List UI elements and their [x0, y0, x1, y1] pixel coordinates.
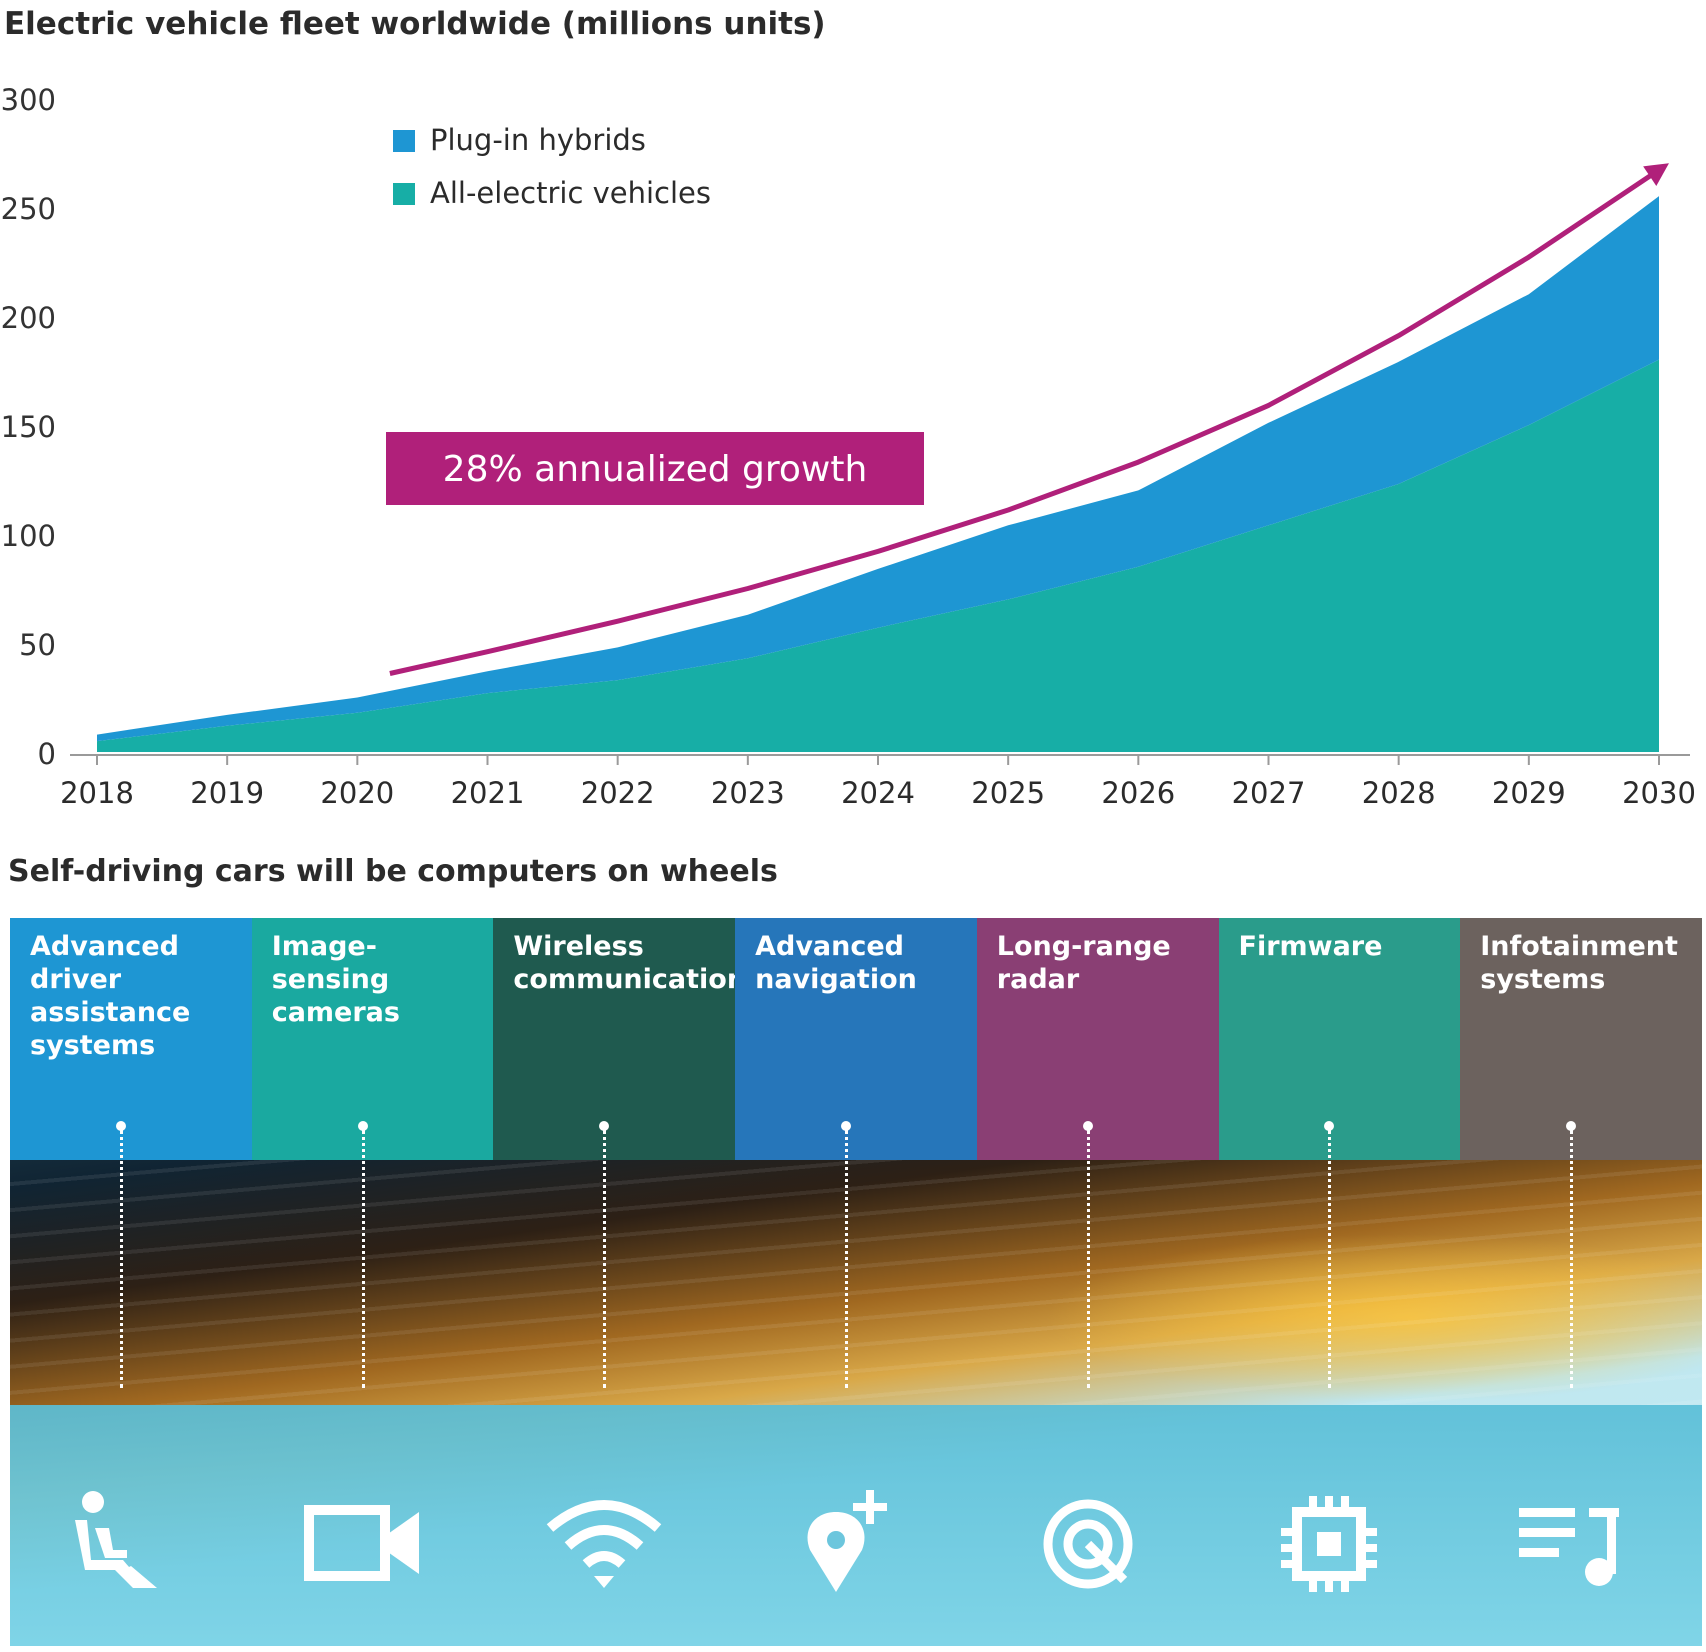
video-camera-icon — [303, 1488, 423, 1598]
connector-line — [119, 1130, 123, 1388]
connector-dot — [840, 1121, 851, 1131]
feature-column-label: Infotainment systems — [1480, 931, 1678, 995]
feature-column-wireless-communication: Wireless communication — [493, 918, 747, 1160]
feature-column-label: Wireless communication — [513, 931, 747, 995]
feature-column-label: Advanced navigation — [755, 931, 917, 995]
map-pin-plus-icon — [786, 1488, 906, 1598]
section-title: Self-driving cars will be computers on w… — [8, 854, 778, 889]
y-tick-label: 250 — [1, 192, 56, 226]
growth-callout: 28% annualized growth — [386, 432, 924, 505]
music-playlist-icon — [1511, 1488, 1631, 1598]
connector-line — [1570, 1130, 1574, 1388]
x-tick-label: 2019 — [190, 776, 264, 810]
x-axis: 2018 2019 2020 2021 2022 2023 2024 2025 2026 2027… — [60, 754, 1696, 810]
y-tick-label: 200 — [1, 301, 56, 335]
connector-line — [1328, 1130, 1332, 1388]
feature-column-label: Image-sensing cameras — [271, 931, 400, 1028]
feature-column-long-range-radar: Long-range radar — [976, 918, 1220, 1160]
trend-line — [389, 167, 1661, 676]
x-tick-label: 2027 — [1232, 776, 1306, 810]
driver-seat-icon — [61, 1488, 181, 1598]
y-tick-label: 50 — [19, 628, 56, 662]
x-tick-label: 2026 — [1101, 776, 1175, 810]
x-tick-label: 2022 — [581, 776, 655, 810]
area-all-electric-vehicles — [97, 359, 1659, 752]
legend-swatch — [393, 130, 415, 152]
legend: Plug-in hybrids All-electric vehicles — [393, 123, 711, 210]
chart-title: Electric vehicle fleet worldwide (millio… — [4, 6, 826, 42]
chip-icon — [1269, 1488, 1389, 1598]
y-tick-label: 0 — [38, 737, 56, 771]
area-plug-in-hybrids — [97, 196, 1659, 742]
feature-column-image-sensing-cameras: Image-sensing cameras — [251, 918, 495, 1160]
feature-column-infotainment-systems: Infotainment systems — [1460, 918, 1702, 1160]
feature-column-label: Long-range radar — [996, 931, 1171, 995]
x-tick-label: 2028 — [1362, 776, 1436, 810]
x-tick-label: 2024 — [841, 776, 915, 810]
y-axis: 0 50 100 150 200 250 300 — [1, 83, 56, 771]
wifi-icon — [544, 1488, 664, 1598]
connector-dot — [599, 1121, 610, 1131]
trend-arrow — [389, 163, 1669, 676]
feature-column-label: Firmware — [1238, 931, 1383, 962]
feature-column-label: Advanced driver assistance systems — [30, 931, 191, 1061]
connector-dot — [115, 1121, 126, 1131]
connector-dot — [357, 1121, 368, 1131]
stacked-areas — [97, 196, 1659, 752]
x-tick-label: 2029 — [1492, 776, 1566, 810]
growth-callout-label: 28% annualized growth — [443, 449, 868, 490]
connector-dot — [1566, 1121, 1577, 1131]
x-tick-label: 2021 — [451, 776, 525, 810]
motion-streaks — [10, 1160, 1702, 1405]
connector-line — [603, 1130, 607, 1388]
x-tick-label: 2020 — [320, 776, 394, 810]
feature-column-firmware: Firmware — [1218, 918, 1462, 1160]
y-tick-label: 300 — [1, 83, 56, 117]
radar-icon — [1028, 1488, 1148, 1598]
feature-column-advanced-driver-assistance-systems: Advanced driver assistance systems — [10, 918, 253, 1160]
connector-line — [844, 1130, 848, 1388]
x-tick-label: 2023 — [711, 776, 785, 810]
connector-line — [1086, 1130, 1090, 1388]
feature-column-advanced-navigation: Advanced navigation — [735, 918, 978, 1160]
y-tick-label: 150 — [1, 410, 56, 444]
x-tick-label: 2018 — [60, 776, 134, 810]
ev-fleet-chart: Electric vehicle fleet worldwide (millio… — [1, 6, 1696, 889]
trend-arrowhead — [1643, 163, 1669, 186]
y-tick-label: 100 — [1, 519, 56, 553]
legend-label: All-electric vehicles — [430, 176, 711, 210]
legend-swatch — [393, 183, 415, 205]
x-tick-label: 2025 — [971, 776, 1045, 810]
legend-label: Plug-in hybrids — [430, 123, 646, 157]
computers-on-wheels-panel: Advanced driver assistance systems Image-… — [10, 918, 1702, 1646]
connector-dot — [1082, 1121, 1093, 1131]
connector-line — [361, 1130, 365, 1388]
growth-callout-box — [386, 432, 924, 505]
connector-dot — [1324, 1121, 1335, 1131]
x-tick-label: 2030 — [1622, 776, 1696, 810]
